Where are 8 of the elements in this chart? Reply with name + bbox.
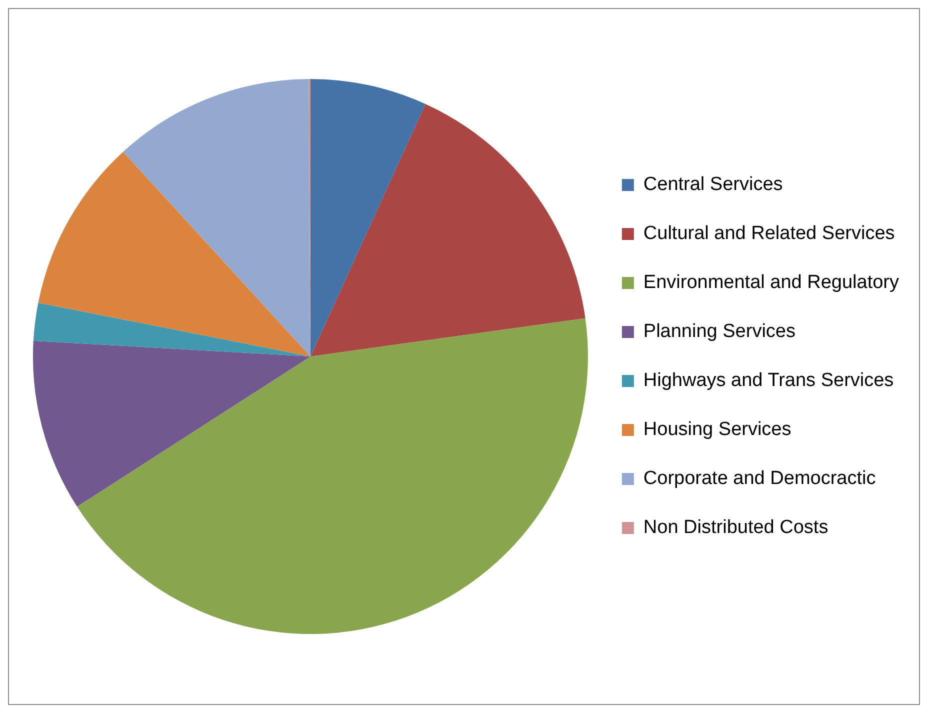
legend-label: Housing Services: [643, 419, 792, 440]
legend-label: Corporate and Democractic: [643, 468, 876, 490]
legend-label: Planning Services: [643, 321, 796, 342]
legend-label: Cultural and Related Services: [643, 223, 895, 244]
legend-label: Environmental and Regulatory: [643, 272, 900, 294]
legend-label: Central Services: [643, 174, 783, 196]
legend-label: Highways and Trans Services: [643, 370, 894, 392]
legend-label: Non Distributed Costs: [643, 517, 828, 538]
